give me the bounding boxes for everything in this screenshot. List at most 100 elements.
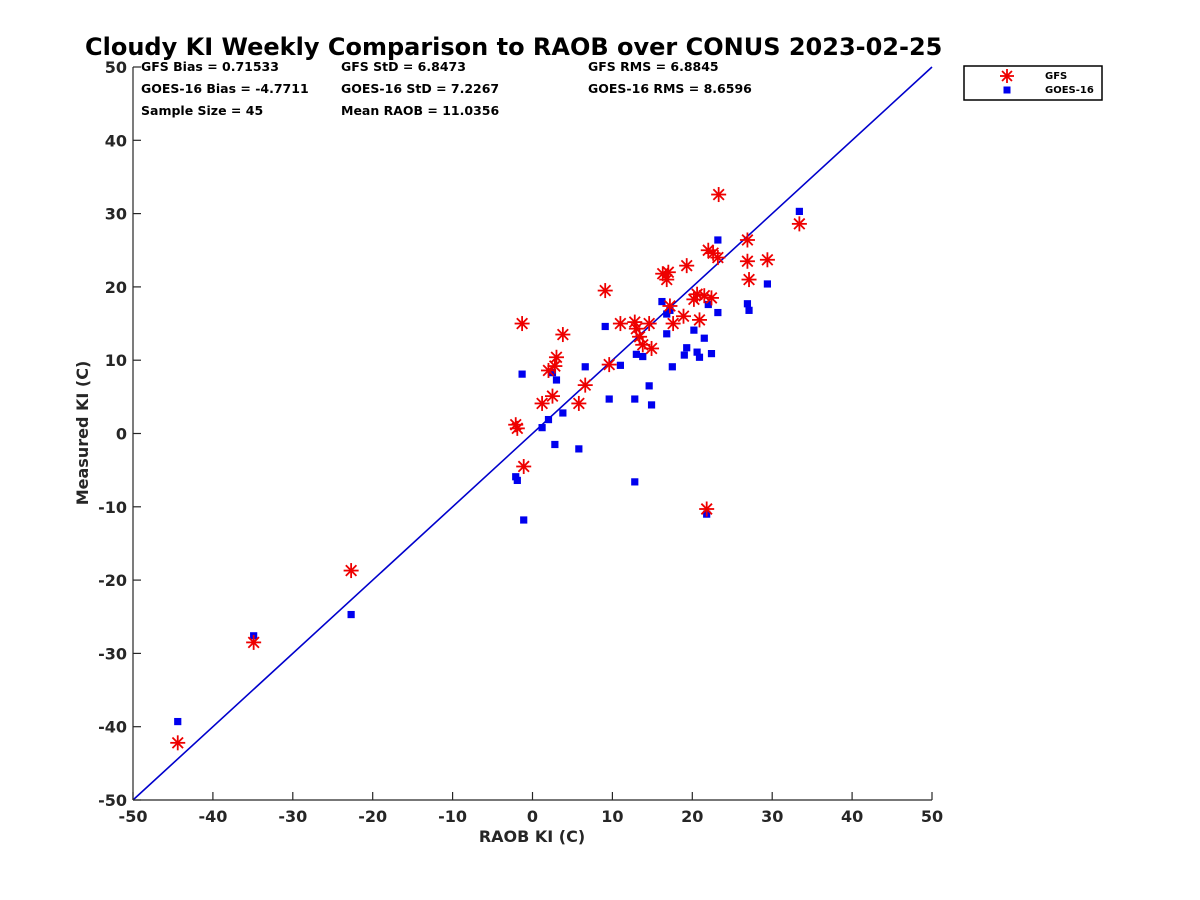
gfs-point-10 bbox=[547, 358, 563, 374]
stats-block: GFS Bias = 0.71533 GFS StD = 6.8473 GFS RM… bbox=[141, 59, 752, 118]
x-axis-label: RAOB KI (C) bbox=[479, 827, 585, 846]
y-tick-label-4: -10 bbox=[98, 498, 127, 517]
goes16-point-38 bbox=[714, 308, 722, 317]
goes16-point-24 bbox=[658, 297, 666, 306]
y-tick-label-5: 0 bbox=[116, 425, 127, 444]
series-goes-16 bbox=[174, 207, 803, 726]
goes16-point-29 bbox=[680, 351, 688, 359]
goes16-point-15 bbox=[601, 322, 609, 331]
gfs-point-2 bbox=[343, 563, 359, 579]
x-tick-label-8: 30 bbox=[761, 807, 783, 826]
gfs-point-44 bbox=[759, 252, 775, 268]
series-gfs bbox=[170, 187, 807, 751]
x-tick-label-2: -30 bbox=[278, 807, 307, 826]
y-tick-label-7: 20 bbox=[105, 278, 127, 297]
stat-3: GOES-16 Bias = -4.7711 bbox=[141, 81, 309, 96]
stat-4: GOES-16 StD = 7.2267 bbox=[341, 81, 499, 96]
goes16-point-43 bbox=[795, 207, 803, 216]
chart-title: Cloudy KI Weekly Comparison to RAOB over… bbox=[85, 33, 942, 61]
goes16-point-0 bbox=[174, 717, 182, 726]
goes16-point-28 bbox=[668, 363, 676, 371]
y-tick-label-2: -30 bbox=[98, 644, 127, 663]
goes16-point-32 bbox=[693, 348, 701, 356]
stat-7: Mean RAOB = 11.0356 bbox=[341, 103, 499, 118]
goes16-point-12 bbox=[559, 409, 567, 417]
stat-2: GFS RMS = 6.8845 bbox=[588, 59, 719, 74]
goes16-point-30 bbox=[683, 344, 691, 352]
gfs-point-1 bbox=[246, 634, 262, 650]
gfs-point-42 bbox=[739, 253, 755, 269]
gfs-point-6 bbox=[516, 458, 532, 474]
goes16-point-16 bbox=[605, 395, 613, 403]
goes16-point-13 bbox=[575, 445, 583, 453]
y-tick-label-0: -50 bbox=[98, 791, 127, 810]
legend: GFS GOES-16 bbox=[963, 65, 1103, 101]
gfs-point-34 bbox=[696, 288, 712, 304]
gfs-point-43 bbox=[741, 272, 757, 288]
reference-line-group bbox=[132, 66, 933, 801]
gfs-point-0 bbox=[170, 735, 186, 751]
x-tick-label-3: -20 bbox=[358, 807, 387, 826]
goes16-point-22 bbox=[645, 382, 653, 390]
x-tick-label-9: 40 bbox=[841, 807, 863, 826]
one-to-one-line bbox=[132, 66, 933, 801]
goes16-point-39 bbox=[714, 236, 722, 244]
gfs-point-11 bbox=[548, 349, 564, 365]
y-tick-label-8: 30 bbox=[105, 205, 127, 224]
goes16-point-26 bbox=[663, 310, 671, 318]
axes: -50 -40 -30 -20 -10 0 10 20 30 40 50 -50 -40 -30 -20 -1… bbox=[98, 58, 943, 826]
x-tick-label-7: 20 bbox=[681, 807, 703, 826]
goes16-point-25 bbox=[663, 330, 671, 338]
gfs-point-5 bbox=[514, 316, 530, 332]
gfs-point-25 bbox=[659, 272, 675, 288]
goes16-point-33 bbox=[695, 353, 704, 361]
goes16-point-41 bbox=[745, 306, 753, 314]
goes16-point-11 bbox=[552, 376, 561, 384]
legend-goes16-label: GOES-16 bbox=[1045, 85, 1094, 96]
goes16-point-7 bbox=[538, 424, 546, 432]
gfs-point-28 bbox=[665, 316, 681, 332]
goes16-point-23 bbox=[647, 401, 656, 409]
goes16-point-20 bbox=[632, 350, 640, 358]
goes16-point-19 bbox=[631, 478, 639, 486]
gfs-point-13 bbox=[571, 395, 587, 411]
y-tick-label-10: 50 bbox=[105, 58, 127, 77]
goes16-point-36 bbox=[704, 300, 712, 309]
gfs-point-15 bbox=[597, 283, 613, 299]
gfs-point-29 bbox=[676, 308, 692, 324]
goes16-point-10 bbox=[551, 440, 559, 449]
stat-5: GOES-16 RMS = 8.6596 bbox=[588, 81, 752, 96]
legend-gfs-marker bbox=[1000, 69, 1014, 83]
y-tick-label-9: 40 bbox=[105, 131, 127, 150]
gfs-point-14 bbox=[577, 377, 593, 393]
gfs-point-7 bbox=[534, 395, 550, 411]
goes16-point-40 bbox=[743, 300, 752, 308]
y-tick-label-6: 10 bbox=[105, 351, 127, 370]
y-tick-label-3: -20 bbox=[98, 571, 127, 590]
y-axis-label: Measured KI (C) bbox=[73, 361, 92, 506]
gfs-point-22 bbox=[641, 316, 657, 332]
data-points bbox=[170, 187, 807, 751]
x-tick-label-0: -50 bbox=[119, 807, 148, 826]
gfs-point-12 bbox=[555, 327, 571, 343]
stat-0: GFS Bias = 0.71533 bbox=[141, 59, 279, 74]
gfs-point-9 bbox=[544, 388, 560, 404]
legend-box bbox=[963, 65, 1103, 101]
goes16-point-9 bbox=[548, 369, 557, 377]
legend-gfs-label: GFS bbox=[1045, 71, 1067, 82]
gfs-point-4 bbox=[509, 420, 525, 436]
legend-goes16-marker bbox=[1003, 86, 1011, 94]
x-tick-label-5: 0 bbox=[527, 807, 538, 826]
goes16-point-42 bbox=[763, 280, 772, 288]
x-tick-label-10: 50 bbox=[921, 807, 943, 826]
gfs-point-30 bbox=[679, 258, 695, 274]
goes16-point-37 bbox=[707, 350, 716, 358]
goes16-point-17 bbox=[616, 361, 624, 369]
gfs-point-17 bbox=[612, 316, 628, 332]
gfs-point-37 bbox=[703, 290, 719, 306]
gfs-point-16 bbox=[601, 357, 617, 373]
x-tick-label-1: -40 bbox=[198, 807, 227, 826]
x-tick-label-4: -10 bbox=[438, 807, 467, 826]
goes16-point-8 bbox=[544, 415, 553, 424]
